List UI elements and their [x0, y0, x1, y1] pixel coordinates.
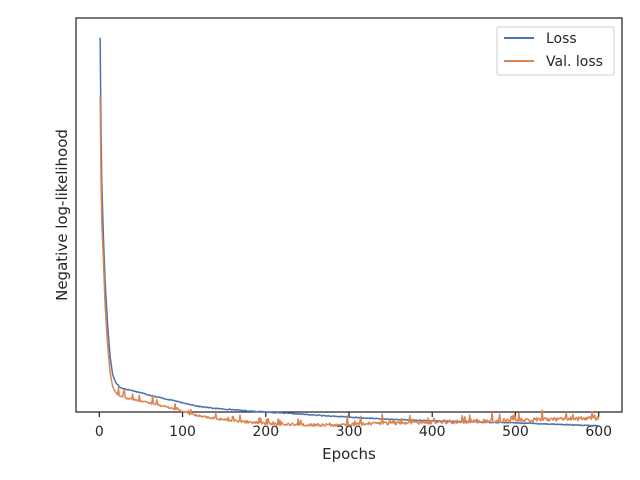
- y-axis-label: Negative log-likelihood: [53, 129, 71, 301]
- x-tick-label-300: 300: [336, 424, 363, 440]
- series-line-loss: [99, 37, 599, 427]
- legend-label-val-loss: Val. loss: [546, 54, 603, 70]
- series-line-val-loss: [99, 96, 600, 428]
- x-axis-label: Epochs: [322, 445, 376, 463]
- x-tick-label-0: 0: [95, 424, 104, 440]
- plot-area-frame: [75, 17, 623, 413]
- legend: Loss Val. loss: [496, 26, 615, 76]
- x-tick-label-400: 400: [419, 424, 446, 440]
- x-tick-label-100: 100: [169, 424, 196, 440]
- series-layer: [99, 37, 600, 428]
- legend-label-loss: Loss: [546, 31, 577, 47]
- x-axis-ticks: 0 100 200 300 400 500 600: [95, 412, 612, 440]
- x-tick-label-600: 600: [585, 424, 612, 440]
- x-tick-label-500: 500: [502, 424, 529, 440]
- x-tick-label-200: 200: [252, 424, 279, 440]
